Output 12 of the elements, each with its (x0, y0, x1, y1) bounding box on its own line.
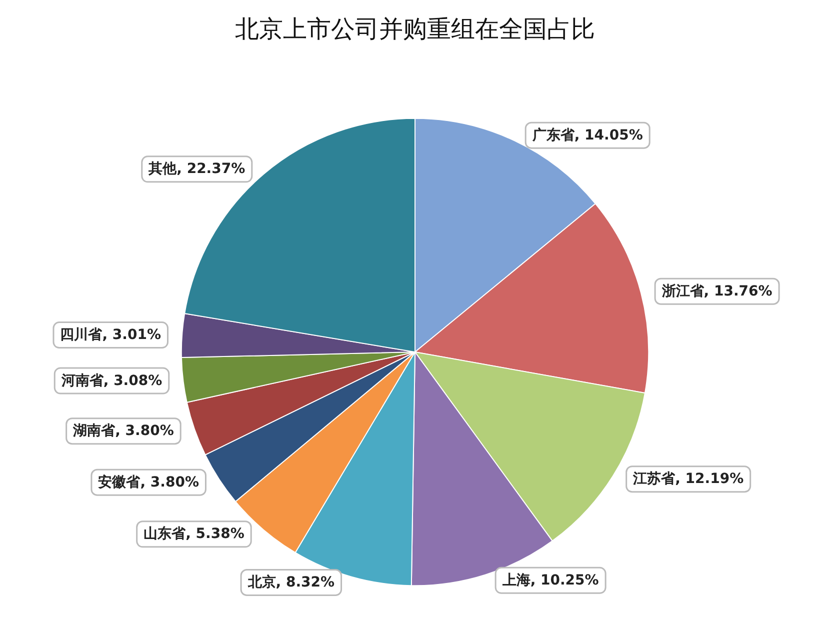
slice-label: 湖南省, 3.80% (72, 423, 174, 440)
slice-label: 安徽省, 3.80% (98, 473, 199, 490)
slice-label: 广东省, 14.05% (531, 126, 643, 144)
slice-label: 北京, 8.32% (246, 573, 335, 590)
slice-label: 山东省, 5.38% (144, 525, 244, 542)
slice-label: 上海, 10.25% (501, 572, 599, 588)
slice-label: 四川省, 3.01% (60, 327, 161, 344)
slice-label: 江苏省, 12.19% (632, 471, 744, 488)
slice-label: 其他, 22.37% (148, 161, 246, 178)
slice-label: 浙江省, 13.76% (660, 283, 772, 300)
chart-title: 北京上市公司并购重组在全国占比 (235, 15, 595, 43)
slice-label: 河南省, 3.08% (60, 372, 162, 389)
